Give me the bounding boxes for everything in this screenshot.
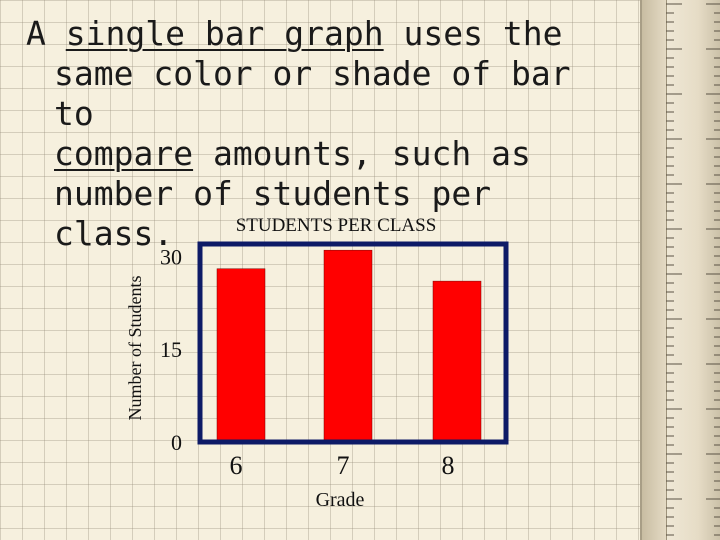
headline-line-2: same color or shade of bar to bbox=[54, 54, 571, 133]
y-tick-label: 15 bbox=[160, 337, 182, 362]
y-tick-label: 0 bbox=[171, 430, 182, 455]
x-axis-label: Grade bbox=[316, 489, 365, 511]
ruler-decoration bbox=[640, 0, 720, 540]
bar-grade-7 bbox=[323, 249, 373, 443]
ruler-ticks bbox=[666, 3, 720, 536]
x-tick-label: 6 bbox=[230, 451, 243, 480]
y-axis-label: Number of Students bbox=[125, 276, 145, 421]
headline-text: A bbox=[26, 14, 66, 53]
bar-grade-6 bbox=[216, 268, 266, 443]
y-tick-label: 30 bbox=[160, 244, 182, 269]
chart-title: STUDENTS PER CLASS bbox=[236, 215, 437, 236]
slide-headline: A single bar graph uses the same color o… bbox=[26, 14, 626, 254]
plot-frame bbox=[197, 241, 509, 445]
x-tick-label: 7 bbox=[337, 451, 350, 480]
ruler-edge bbox=[642, 0, 667, 540]
bar-chart: STUDENTS PER CLASS Number of Students Gr… bbox=[125, 215, 509, 511]
headline-text: uses the bbox=[383, 14, 563, 53]
headline-text: amounts, such as bbox=[193, 134, 531, 173]
bar-grade-8 bbox=[432, 280, 482, 443]
x-tick-label: 8 bbox=[442, 451, 455, 480]
headline-verb: compare bbox=[54, 134, 194, 173]
headline-line-4: number of students per class. bbox=[54, 174, 492, 253]
graph-paper-background bbox=[0, 0, 640, 540]
headline-term: single bar graph bbox=[65, 14, 384, 53]
